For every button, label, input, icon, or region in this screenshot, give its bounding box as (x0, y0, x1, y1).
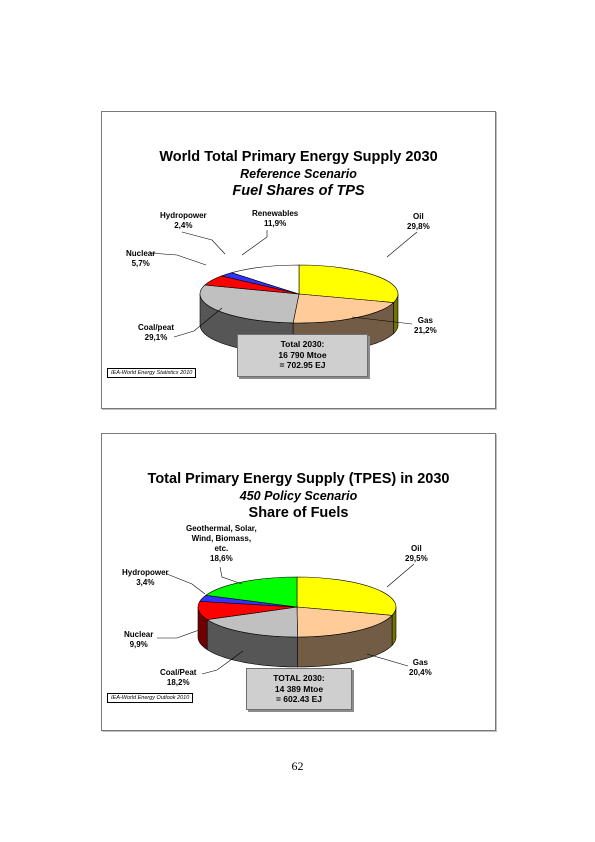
slice-label-nuclear: Nuclear 5,7% (126, 249, 156, 268)
pie-slice-5 (205, 576, 298, 608)
slice-label-hydropower: Hydropower 2,4% (160, 211, 207, 230)
source-note: IEA-World Energy Outlook 2010 (107, 693, 194, 703)
chart-subtitle: 450 Policy Scenario (239, 489, 358, 503)
slice-label-oil: Oil 29,8% (407, 212, 430, 231)
leader-line-2 (173, 307, 223, 338)
chart-title: Total Primary Energy Supply (TPES) in 20… (147, 471, 450, 487)
leader-line-1 (366, 653, 409, 667)
leader-line-4 (166, 573, 206, 595)
chart-panel-reference: World Total Primary Energy Supply 2030 R… (101, 111, 496, 409)
page-number: 62 (291, 759, 304, 773)
chart-subtitle-2: Share of Fuels (248, 505, 349, 521)
total-box: Total 2030: 16 790 Mtoe = 702.95 EJ (237, 334, 368, 377)
slice-label-gas: Gas 21,2% (414, 316, 437, 335)
pie-chart (157, 563, 415, 675)
source-note: IEA-World Energy Statistics 2010 (107, 368, 197, 378)
slice-label-renewables: Geothermal, Solar, Wind, Biomass, etc. 1… (186, 524, 257, 563)
pie-slice-2 (199, 284, 300, 324)
leader-line-3 (149, 252, 207, 266)
leader-line-0 (386, 563, 415, 588)
slice-label-oil: Oil 29,5% (405, 544, 428, 563)
chart-subtitle-2: Fuel Shares of TPS (232, 183, 365, 199)
leader-line-3 (157, 629, 200, 639)
leader-line-2 (201, 650, 244, 675)
slice-label-gas: Gas 20,4% (409, 658, 432, 677)
chart-subtitle: Reference Scenario (240, 167, 357, 181)
slice-label-coal: Coal/peat 29,1% (138, 323, 175, 342)
leader-line-0 (386, 231, 418, 258)
pie-slice-1 (292, 293, 395, 324)
leader-line-1 (351, 316, 413, 325)
leader-line-5 (219, 566, 243, 585)
chart-panel-450: Total Primary Energy Supply (TPES) in 20… (101, 433, 496, 731)
pie-slice-0 (298, 264, 399, 303)
pie-slice-0 (296, 576, 397, 616)
total-box: TOTAL 2030: 14 389 Mtoe = 602.43 EJ (246, 668, 352, 710)
leader-line-5 (241, 230, 268, 256)
leader-line-4 (181, 231, 226, 255)
chart-title: World Total Primary Energy Supply 2030 (159, 149, 438, 165)
slice-label-hydropower: Hydropower 3,4% (122, 568, 169, 587)
pie-slice-1 (296, 606, 393, 638)
slice-label-coal: Coal/Peat 18,2% (160, 668, 197, 687)
slice-label-renewables: Renewables 11,9% (252, 209, 299, 228)
pie-slice-2 (206, 606, 298, 638)
slice-label-nuclear: Nuclear 9,9% (124, 630, 154, 649)
pie-slice-5 (230, 264, 300, 295)
